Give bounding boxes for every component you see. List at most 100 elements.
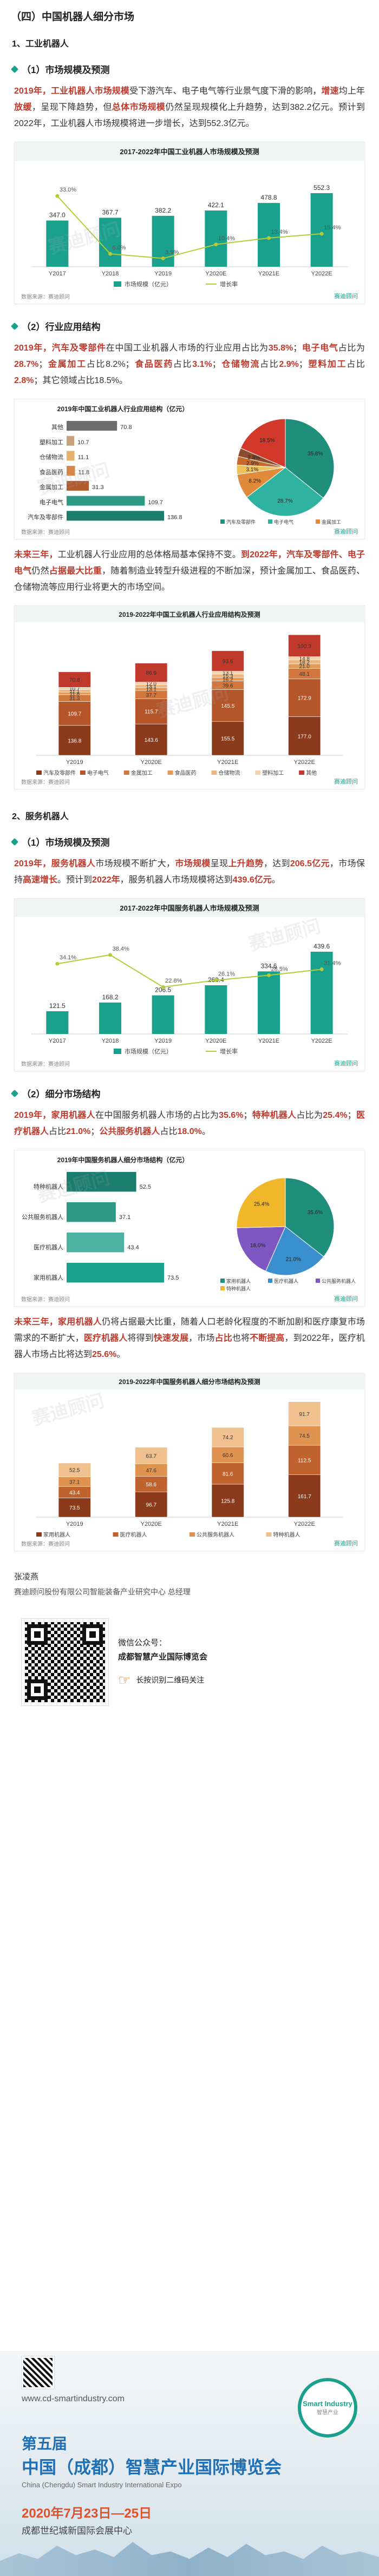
bar-value-label: 206.5 <box>155 986 171 994</box>
hbar-value: 109.7 <box>148 499 163 506</box>
legend-swatch <box>167 770 173 775</box>
stack-label: 109.7 <box>68 711 81 717</box>
city-skyline <box>0 2542 379 2576</box>
legend-swatch <box>36 1532 42 1537</box>
author-title: 赛迪顾问股份有限公司智能装备产业研究中心 总经理 <box>14 1587 191 1596</box>
pie-label: 2.8% <box>248 455 260 461</box>
chart-brand: 赛迪顾问 <box>334 1060 358 1067</box>
industrial-future-paragraph: 未来三年，工业机器人行业应用的总体格局基本保持不变。到2022年，汽车及零部件、… <box>14 550 365 592</box>
legend-label: 增长率 <box>220 280 238 288</box>
hbar-value: 37.1 <box>119 1214 130 1221</box>
chart-service-scale: 2017-2022年中国服务机器人市场规模及预测 121.5 Y2017 168.2 Y… <box>14 898 365 1071</box>
expo-banner[interactable]: www.cd-smartindustry.com Smart Industry … <box>0 2351 379 2576</box>
hbar <box>67 1202 116 1222</box>
category-label: 家用机器人 <box>34 1274 63 1281</box>
chart-title: 2017-2022年中国服务机器人市场规模及预测 <box>120 904 259 912</box>
pie-label: 3.1% <box>246 467 258 473</box>
legend-swatch <box>299 770 305 775</box>
stack-label: 18.2 <box>299 660 310 666</box>
stack-segment <box>211 650 244 671</box>
stack-label: 155.5 <box>221 736 234 742</box>
legend-swatch <box>220 519 225 524</box>
x-tick-label: Y2020E <box>141 1521 162 1527</box>
stack-segment <box>288 634 321 657</box>
growth-point <box>267 236 271 240</box>
chart-brand: 赛迪顾问 <box>334 1540 358 1547</box>
hbar <box>67 436 75 446</box>
stack-label: 86.9 <box>146 670 157 676</box>
chart-industrial-forecast: 2019-2022年中国工业机器人行业应用结构及预测 136.8 109.7 31.3… <box>14 605 365 789</box>
legend-swatch <box>266 1532 272 1537</box>
legend-swatch <box>114 281 121 287</box>
stack-segment <box>135 1476 168 1492</box>
category-label: 金属加工 <box>40 483 63 491</box>
hbar-value: 11.8 <box>79 469 90 476</box>
scan-hint: 长按识别二维码关注 <box>136 1676 205 1684</box>
chart-brand: 赛迪顾问 <box>334 293 358 300</box>
bar-value-label: 478.8 <box>260 194 277 201</box>
stack-label: 21.0 <box>299 664 310 670</box>
growth-label: 6.0% <box>113 245 126 251</box>
pie-label: 25.4% <box>254 1201 269 1207</box>
bar-value-label: 347.0 <box>49 212 66 219</box>
stack-segment <box>211 1462 244 1485</box>
x-tick-label: Y2021E <box>217 1521 238 1527</box>
industrial-scale-paragraph: 2019年，工业机器人市场规模受下游汽车、电子电气等行业景气度下滑的影响，增速均… <box>14 87 365 128</box>
growth-point <box>319 232 324 236</box>
legend-label: 市场规模（亿元） <box>125 280 172 288</box>
hbar <box>67 451 75 461</box>
stack-segment <box>58 671 91 688</box>
bar <box>46 220 69 267</box>
stack-segment <box>288 1445 321 1475</box>
smart-industry-logo: Smart Industry 智慧产业 <box>298 2378 357 2437</box>
category-label: 塑料加工 <box>40 438 63 446</box>
pie-label: 35.6% <box>308 1210 323 1216</box>
category-label: 汽车及零部件 <box>28 513 63 521</box>
legend-label: 增长率 <box>220 1047 238 1055</box>
x-tick-label: Y2022E <box>294 1521 315 1527</box>
growth-label: 10.4% <box>218 235 235 242</box>
bar-value-label: 168.2 <box>102 993 118 1001</box>
stack-label: 13.1 <box>223 670 233 676</box>
hbar <box>67 1233 125 1253</box>
x-tick-label: Y2017 <box>49 271 66 277</box>
qr-account-name: 成都智慧产业国际博览会 <box>118 1652 208 1662</box>
hbar-value: 11.1 <box>78 454 89 461</box>
bar <box>99 1002 122 1034</box>
stack-label: 47.6 <box>146 1468 157 1474</box>
legend-swatch <box>255 770 261 775</box>
growth-point <box>161 985 165 989</box>
x-tick-label: Y2019 <box>66 1521 83 1527</box>
hbar-value: 43.4 <box>127 1244 139 1251</box>
hbar <box>67 1263 164 1283</box>
stack-label: 63.7 <box>146 1453 157 1459</box>
hbar <box>67 421 117 431</box>
service-scale-paragraph: 2019年，服务机器人市场规模不断扩大，市场规模呈现上升趋势，达到206.5亿元… <box>14 859 365 885</box>
stack-label: 37.7 <box>146 693 157 699</box>
chart-title: 2019年中国服务机器人细分市场结构（亿元） <box>57 1156 189 1164</box>
growth-label: 22.8% <box>165 978 182 984</box>
stack-label: 161.7 <box>298 1494 311 1500</box>
chart-title-bar <box>15 1373 364 1389</box>
stack-segment <box>135 699 168 724</box>
stack-label: 177.0 <box>298 734 311 740</box>
bar-value-label: 422.1 <box>208 201 224 209</box>
growth-label: 33.0% <box>60 187 76 193</box>
growth-point <box>108 252 112 256</box>
x-tick-label: Y2020E <box>205 1038 226 1044</box>
stack-segment <box>135 723 168 756</box>
category-label: 食品医药 <box>40 468 63 476</box>
expo-title: 中国（成都）智慧产业国际博览会 <box>22 2458 282 2477</box>
pie-label: 18.0% <box>250 1243 265 1249</box>
expo-url[interactable]: www.cd-smartindustry.com <box>22 2394 125 2403</box>
pie-label: 28.7% <box>277 498 292 504</box>
stack-label: 136.8 <box>68 738 81 744</box>
industrial-title: 1、工业机器人 <box>12 39 69 49</box>
growth-point <box>267 973 271 978</box>
stack-segment <box>288 1474 321 1518</box>
industrial-app-heading: （2）行业应用结构 <box>0 309 379 338</box>
stack-label: 48.1 <box>299 671 310 677</box>
stack-segment <box>135 663 168 683</box>
x-tick-label: Y2019 <box>154 1038 172 1044</box>
wechat-qr-code[interactable] <box>21 1618 109 1706</box>
